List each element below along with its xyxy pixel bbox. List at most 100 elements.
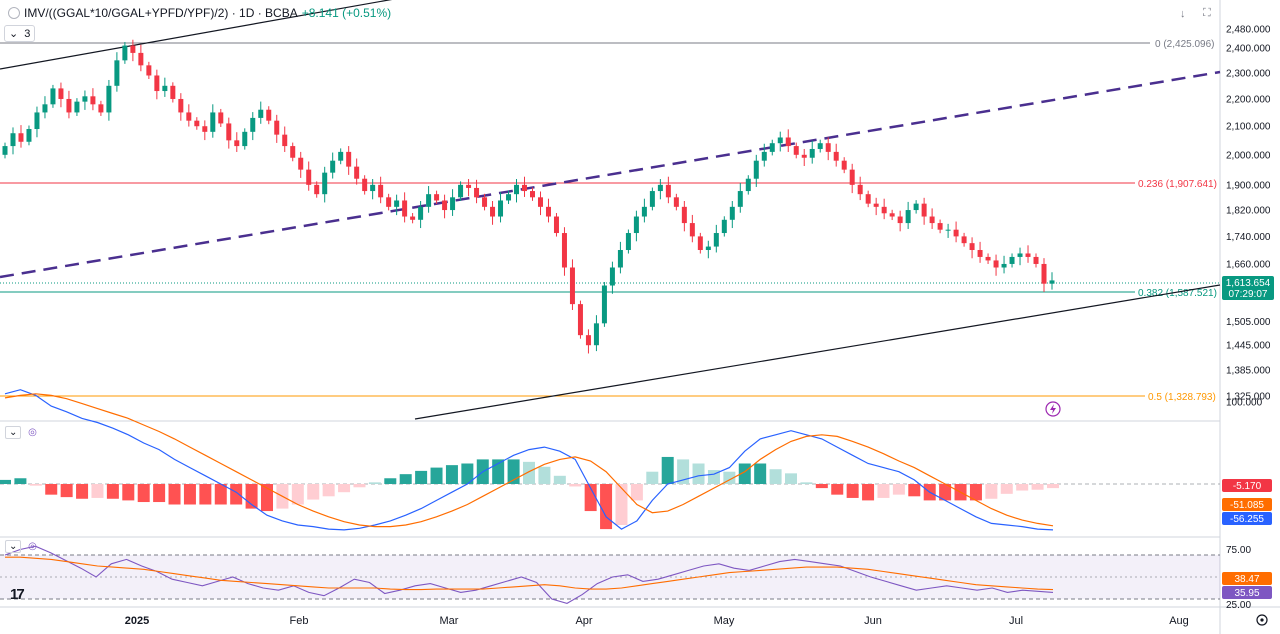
candle-body: [705, 246, 711, 251]
price-tick: 1,325.000: [1226, 392, 1271, 403]
macd-histogram-bar: [939, 484, 952, 501]
macd-histogram-bar: [692, 463, 705, 484]
macd-histogram-bar: [461, 463, 474, 484]
candle-body: [801, 154, 807, 158]
time-axis[interactable]: 2025 Feb Mar Apr May Jun Jul Aug: [125, 615, 1189, 627]
time-tick: Mar: [440, 615, 459, 627]
chevron-down-icon[interactable]: ⌄: [5, 426, 22, 439]
candle-body: [921, 203, 927, 217]
macd-histogram-bar: [785, 473, 797, 484]
candle-body: [98, 104, 104, 113]
candle-body: [410, 216, 416, 220]
macd-tick: 100.000: [1226, 398, 1263, 409]
macd-histogram-bar: [523, 461, 535, 484]
candle-body: [114, 60, 120, 86]
macd-histogram-bar: [553, 475, 566, 484]
candle-body: [50, 88, 56, 105]
macd-histogram-bar: [1047, 484, 1059, 489]
candle-body: [937, 223, 943, 230]
price-axis[interactable]: 2,480.000 2,400.000 2,300.000 2,200.000 2,10…: [1226, 24, 1271, 402]
candle-body: [913, 203, 919, 211]
rsi-ma-line[interactable]: [5, 556, 1054, 591]
candle-body: [354, 166, 360, 179]
candle-body: [633, 216, 639, 234]
candle-body: [306, 169, 312, 185]
macd-histogram-bar: [322, 484, 335, 497]
candle-body: [649, 191, 655, 207]
candle-body: [593, 323, 599, 346]
macd-line[interactable]: [4, 389, 1054, 531]
macd-histogram-bar: [368, 482, 381, 484]
symbol-legend[interactable]: IMV/((GGAL*10/GGAL+YPFD/YPF)/2) · 1D · B…: [8, 6, 391, 20]
candle-body: [322, 172, 328, 195]
macd-histogram-bar: [1031, 484, 1044, 490]
macd-hist-value: -5.170: [1233, 481, 1262, 492]
macd-histogram-bar: [106, 484, 119, 499]
candle-body: [418, 206, 424, 220]
candle-body: [474, 187, 480, 198]
candle-body: [282, 134, 288, 147]
bar-countdown: 07:29:07: [1229, 289, 1268, 300]
rsi-line[interactable]: [4, 545, 1054, 604]
time-tick: Aug: [1169, 615, 1189, 627]
candle-body: [849, 169, 855, 185]
price-tick: 1,660.000: [1226, 259, 1271, 270]
macd-line-badge: [1222, 512, 1272, 525]
candle-body: [34, 112, 40, 130]
candle-body: [665, 184, 671, 198]
macd-histogram-bar: [600, 484, 613, 530]
macd-controls[interactable]: ⌄ ◎: [5, 426, 37, 439]
signal-line[interactable]: [4, 393, 1054, 528]
settings-icon-core: [1260, 618, 1264, 622]
candle-body: [977, 250, 983, 257]
macd-histogram-bar: [646, 471, 659, 484]
flash-icon[interactable]: [1045, 401, 1061, 417]
macd-eye-icon[interactable]: ◎: [28, 427, 37, 438]
arrow-down-icon[interactable]: ↓: [1180, 8, 1186, 20]
macd-signal-badge: [1222, 498, 1272, 511]
fib-label-0236: 0.236 (1,907.641): [1138, 179, 1217, 190]
candle-body: [242, 131, 248, 147]
candle-body: [226, 123, 232, 141]
chevron-down-icon[interactable]: ⌄: [5, 540, 22, 553]
maximize-icon[interactable]: ⛶: [1203, 7, 1211, 19]
candle-body: [10, 133, 16, 147]
macd-histogram-bar: [45, 484, 58, 495]
rsi-value: 35.95: [1234, 588, 1259, 599]
macd-histogram-bar: [1000, 484, 1013, 494]
candle-body: [498, 200, 504, 217]
macd-histogram-bar: [769, 469, 782, 484]
candle-body: [793, 146, 799, 155]
channel-midline[interactable]: [0, 70, 1221, 279]
macd-histogram-bar: [800, 482, 813, 484]
macd-axis[interactable]: 100.000: [1226, 398, 1263, 409]
candle-body: [266, 109, 272, 121]
macd-histogram-bar: [168, 484, 181, 505]
macd-histogram-bar: [307, 484, 320, 500]
lower-trendline[interactable]: [414, 284, 1221, 420]
rsi-eye-icon[interactable]: ◎: [28, 541, 37, 552]
candle-body: [561, 233, 567, 268]
price-tick: 2,300.000: [1226, 68, 1271, 79]
candle-body: [42, 104, 48, 113]
candle-body: [258, 109, 264, 118]
macd-histogram-bar: [76, 484, 89, 499]
rsi-controls[interactable]: ⌄ ◎: [5, 540, 37, 553]
tradingview-logo-icon: 17: [10, 586, 25, 603]
candle-body: [1001, 263, 1007, 268]
candle-body: [290, 146, 296, 158]
macd-histogram-bar: [630, 484, 643, 501]
rsi-axis[interactable]: 75.00 25.00: [1226, 545, 1251, 611]
macd-histogram-bar: [261, 484, 273, 512]
candle-body: [1049, 280, 1055, 284]
candle-body: [753, 160, 759, 179]
upper-trendline[interactable]: [0, 0, 400, 70]
macd-histogram-bar: [908, 484, 921, 497]
macd-histogram-bar: [615, 484, 628, 525]
indicators-toggle[interactable]: ⌄ 3: [4, 25, 36, 42]
candle-body: [138, 52, 144, 66]
last-price: 1,613.654: [1226, 278, 1271, 289]
candle-body: [514, 184, 520, 195]
settings-icon[interactable]: [1256, 614, 1268, 626]
